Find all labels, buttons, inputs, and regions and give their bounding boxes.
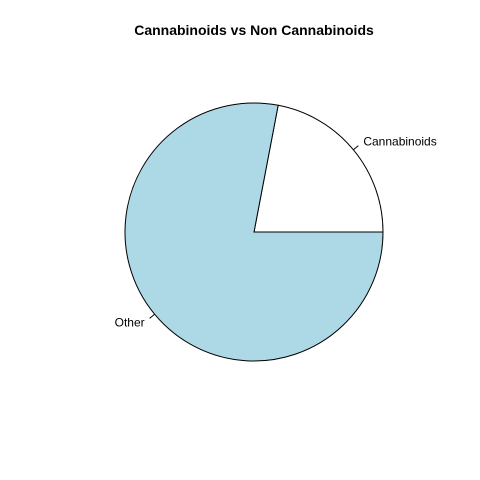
pie-slices <box>124 102 384 362</box>
slice-label-cannabinoids: Cannabinoids <box>363 135 436 149</box>
slice-label-ticks <box>149 145 359 319</box>
label-tick-cannabinoids <box>353 145 359 151</box>
slice-label-other: Other <box>115 315 145 329</box>
pie-slice-cannabinoids <box>253 104 384 233</box>
chart-title: Cannabinoids vs Non Cannabinoids <box>134 22 374 38</box>
pie-slice-other <box>124 102 384 362</box>
label-tick-other <box>149 313 155 319</box>
slice-labels: Cannabinoids Other <box>115 135 437 330</box>
